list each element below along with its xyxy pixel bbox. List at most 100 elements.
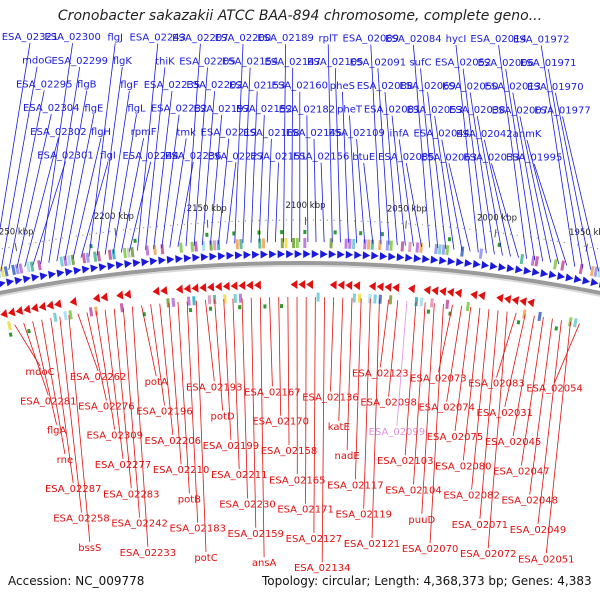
reverse-gene-arrow[interactable] <box>298 280 306 290</box>
forward-gene-arrow[interactable] <box>141 258 149 267</box>
reverse-gene-label[interactable]: puuD <box>408 515 435 526</box>
forward-gene-label[interactable]: ESA_02145 <box>286 128 343 139</box>
forward-gene-label[interactable]: sufC <box>409 58 431 69</box>
forward-gene-arrow[interactable] <box>192 253 200 262</box>
forward-gene-arrow[interactable] <box>251 250 260 259</box>
reverse-gene-arrow[interactable] <box>353 281 361 291</box>
reverse-gene-label[interactable]: ESA_02277 <box>95 460 152 471</box>
reverse-gene-arrow[interactable] <box>123 289 132 299</box>
forward-gene-label[interactable]: ESA_02304 <box>23 103 80 114</box>
forward-gene-label[interactable]: ESA_01971 <box>520 58 577 69</box>
reverse-gene-arrow[interactable] <box>423 285 431 295</box>
reverse-gene-arrow[interactable] <box>7 307 16 317</box>
reverse-gene-label[interactable]: ESA_02287 <box>45 484 102 495</box>
forward-gene-arrow[interactable] <box>0 280 6 288</box>
forward-gene-label[interactable]: ESA_01977 <box>534 106 591 117</box>
forward-gene-label[interactable]: ESA_02153 <box>229 80 286 91</box>
reverse-gene-label[interactable]: ESA_02199 <box>203 441 260 452</box>
forward-gene-arrow[interactable] <box>489 261 498 270</box>
reverse-gene-arrow[interactable] <box>345 280 353 290</box>
forward-gene-arrow[interactable] <box>337 250 345 259</box>
forward-gene-label[interactable]: ESA_02235 <box>144 80 201 91</box>
reverse-gene-label[interactable]: ESA_02098 <box>360 398 417 409</box>
reverse-gene-label[interactable]: ESA_02230 <box>219 500 276 511</box>
forward-gene-label[interactable]: ESA_02207 <box>172 33 229 44</box>
forward-gene-label[interactable]: flgJ <box>107 32 123 43</box>
forward-gene-label[interactable]: ESA_02154 <box>222 57 279 68</box>
reverse-gene-arrow[interactable] <box>470 290 478 300</box>
reverse-gene-label[interactable]: ESA_02206 <box>145 436 202 447</box>
reverse-gene-arrow[interactable] <box>46 300 54 310</box>
reverse-gene-label[interactable]: ESA_02047 <box>493 466 550 477</box>
forward-gene-label[interactable]: ESA_02050 <box>442 81 499 92</box>
reverse-gene-arrow[interactable] <box>222 281 230 291</box>
reverse-gene-arrow[interactable] <box>54 299 62 309</box>
forward-gene-label[interactable]: anmK <box>513 129 542 140</box>
forward-gene-arrow[interactable] <box>73 266 82 275</box>
reverse-gene-arrow[interactable] <box>191 283 199 293</box>
reverse-gene-label[interactable]: ESA_02158 <box>261 446 318 457</box>
forward-gene-label[interactable]: ESA_02014 <box>470 34 527 45</box>
forward-gene-arrow[interactable] <box>531 267 540 276</box>
reverse-gene-label[interactable]: ESA_02071 <box>452 520 509 531</box>
forward-gene-arrow[interactable] <box>498 263 507 271</box>
forward-gene-label[interactable]: ESA_02052 <box>435 58 492 69</box>
reverse-gene-arrow[interactable] <box>519 297 527 307</box>
forward-gene-arrow[interactable] <box>277 250 286 259</box>
forward-gene-arrow[interactable] <box>132 259 141 268</box>
forward-gene-arrow[interactable] <box>582 276 591 285</box>
reverse-gene-arrow[interactable] <box>431 286 439 296</box>
forward-gene-arrow[interactable] <box>514 265 523 274</box>
forward-gene-label[interactable]: ESA_02006 <box>477 58 534 69</box>
reverse-gene-label[interactable]: bssS <box>78 543 101 554</box>
forward-gene-label[interactable]: thiK <box>155 56 175 67</box>
reverse-gene-label[interactable]: ESA_02104 <box>385 486 442 497</box>
forward-gene-arrow[interactable] <box>22 275 31 284</box>
reverse-gene-label[interactable]: nadE <box>335 451 360 462</box>
reverse-gene-label[interactable]: ESA_02082 <box>443 491 500 502</box>
reverse-gene-arrow[interactable] <box>116 290 124 300</box>
forward-gene-label[interactable]: tmk <box>176 127 196 138</box>
forward-gene-arrow[interactable] <box>565 273 574 282</box>
forward-gene-label[interactable]: ESA_02007 <box>492 105 549 116</box>
forward-gene-label[interactable]: ESA_02156 <box>293 152 350 163</box>
reverse-gene-label[interactable]: ESA_02183 <box>169 524 226 535</box>
forward-gene-label[interactable]: ESA_02109 <box>328 128 385 139</box>
forward-gene-label[interactable]: ESA_02168 <box>243 128 300 139</box>
reverse-gene-arrow[interactable] <box>199 282 207 292</box>
reverse-gene-arrow[interactable] <box>238 281 246 291</box>
reverse-gene-label[interactable]: ESA_02159 <box>228 529 285 540</box>
forward-gene-arrow[interactable] <box>294 250 303 259</box>
forward-gene-arrow[interactable] <box>396 253 405 262</box>
forward-gene-arrow[interactable] <box>5 278 15 287</box>
forward-gene-arrow[interactable] <box>481 260 490 269</box>
forward-gene-label[interactable]: ESA_02243 <box>130 33 187 44</box>
forward-gene-label[interactable]: ESA_02200 <box>215 33 272 44</box>
forward-gene-arrow[interactable] <box>209 252 217 261</box>
reverse-gene-label[interactable]: ESA_02127 <box>286 534 343 545</box>
reverse-gene-label[interactable]: ESA_02233 <box>120 548 177 559</box>
reverse-gene-label[interactable]: ESA_02070 <box>402 544 459 555</box>
reverse-gene-label[interactable]: ESA_02119 <box>335 510 392 521</box>
forward-gene-label[interactable]: pheS <box>330 81 355 92</box>
reverse-gene-label[interactable]: ESA_02103 <box>377 456 434 467</box>
reverse-gene-arrow[interactable] <box>100 292 108 302</box>
forward-gene-arrow[interactable] <box>430 255 439 264</box>
reverse-gene-label[interactable]: ESA_02121 <box>344 539 401 550</box>
forward-gene-arrow[interactable] <box>90 264 99 273</box>
forward-gene-label[interactable]: ESA_02299 <box>51 56 108 67</box>
forward-gene-label[interactable]: mdoG <box>22 56 52 67</box>
reverse-gene-label[interactable]: ESA_02048 <box>501 496 558 507</box>
reverse-gene-label[interactable]: potD <box>211 412 235 423</box>
forward-gene-label[interactable]: ESA_02044 <box>414 129 471 140</box>
forward-gene-label[interactable]: ESA_02302 <box>30 127 87 138</box>
forward-gene-arrow[interactable] <box>31 273 40 282</box>
forward-gene-label[interactable]: flgL <box>127 104 146 115</box>
forward-gene-label[interactable]: btuE <box>352 152 375 163</box>
forward-gene-arrow[interactable] <box>345 250 354 259</box>
forward-gene-arrow[interactable] <box>371 251 379 260</box>
forward-gene-arrow[interactable] <box>14 276 23 285</box>
forward-gene-arrow[interactable] <box>200 253 209 262</box>
forward-gene-label[interactable]: ESA_02053 <box>406 105 463 116</box>
